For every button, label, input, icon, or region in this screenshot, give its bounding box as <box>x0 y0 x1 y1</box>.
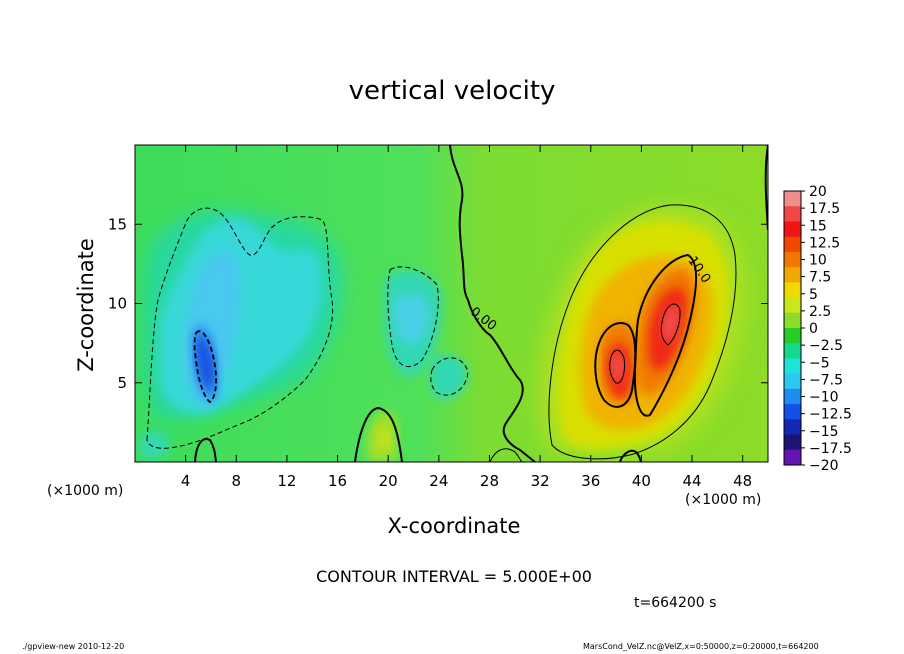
x-tick-label: 12 <box>277 472 296 490</box>
x-tick-label: 48 <box>733 472 752 490</box>
colorbar-tick-label: −2.5 <box>809 338 843 354</box>
colorbar-swatch <box>784 282 801 299</box>
minus5-contour-left <box>146 207 334 449</box>
x-unit-label-right: (×1000 m) <box>685 492 762 508</box>
zero-contour-bottom-mid <box>354 406 403 462</box>
zero-contour-bottom-left <box>194 438 217 462</box>
contour-lines <box>146 145 768 462</box>
time-label: t=664200 s <box>634 595 717 611</box>
colorbar-swatch <box>784 191 801 207</box>
colorbar-swatch <box>784 251 801 268</box>
colorbar-tick-label: −20 <box>809 458 839 474</box>
footer-right: MarsCond_VelZ.nc@VelZ,x=0:50000,z=0:2000… <box>583 642 819 651</box>
colorbar-tick-label: 0 <box>809 321 818 337</box>
colorbar-swatch <box>784 373 801 390</box>
colorbar-tick-label: −12.5 <box>809 407 852 423</box>
x-tick-label: 44 <box>682 472 701 490</box>
x-tick-label: 28 <box>480 472 499 490</box>
contour-interval-note: CONTOUR INTERVAL = 5.000E+00 <box>316 567 592 586</box>
colorbar-tick-label: −10 <box>809 390 839 406</box>
plus10-contour-core-1 <box>594 322 637 408</box>
colorbar-tick-label: 7.5 <box>809 270 831 286</box>
x-axis-label: X-coordinate <box>387 514 521 538</box>
x-tick-label: 8 <box>232 472 242 490</box>
colorbar-swatch <box>784 449 801 466</box>
minus15-contour-core <box>193 330 217 404</box>
colorbar-swatch <box>784 236 801 253</box>
x-tick-label: 20 <box>379 472 398 490</box>
x-tick-label: 32 <box>531 472 550 490</box>
colorbar-swatch <box>784 404 801 420</box>
colorbar-swatch <box>784 419 801 436</box>
bottom-edge-contours <box>489 448 523 462</box>
y-tick-label: 15 <box>108 215 127 233</box>
chart-title: vertical velocity <box>348 76 556 106</box>
colorbar-swatch <box>784 328 801 344</box>
x-tick-label: 36 <box>581 472 600 490</box>
filled-field <box>135 145 768 462</box>
plus5-contour <box>548 204 737 460</box>
colorbar-swatch <box>784 388 801 405</box>
plus15-contour-core-1 <box>609 349 625 384</box>
colorbar-tick-label: 20 <box>809 184 827 200</box>
x-tick-label: 24 <box>429 472 448 490</box>
plus10-contour-core-2 <box>633 253 698 417</box>
zero-contour-right <box>764 145 768 231</box>
colorbar-tick-label: 10 <box>809 253 827 269</box>
colorbar-tick-label: 17.5 <box>809 201 840 217</box>
colorbar-tick-label: 5 <box>809 287 818 303</box>
colorbar-swatch <box>784 206 801 222</box>
colorbar-swatch <box>784 343 801 359</box>
colorbar-tick-label: −17.5 <box>809 441 852 457</box>
minus5-contour-center <box>387 266 439 368</box>
x-unit-label-left: (×1000 m) <box>47 483 124 499</box>
x-tick-label: 16 <box>328 472 347 490</box>
y-tick-label: 10 <box>108 295 127 313</box>
zero-contour-main <box>449 145 536 462</box>
y-tick-label: 5 <box>117 374 127 392</box>
x-tick-label: 40 <box>632 472 651 490</box>
colorbar-tick-label: 15 <box>809 218 827 234</box>
colorbar-swatch <box>784 434 801 451</box>
colorbar-swatch <box>784 297 801 314</box>
colorbar-tick-label: 12.5 <box>809 235 840 251</box>
minus5-contour-small <box>430 357 469 396</box>
x-tick-label: 4 <box>181 472 191 490</box>
colorbar-swatch <box>784 221 801 238</box>
plus15-contour-core-2 <box>660 303 681 346</box>
colorbar-tick-label: −5 <box>809 355 830 371</box>
colorbar-swatch <box>784 358 801 375</box>
footer-left: ./gpview-new 2010-12-20 <box>22 642 125 651</box>
colorbar-tick-label: 2.5 <box>809 304 831 320</box>
colorbar-swatch <box>784 267 801 283</box>
colorbar-tick-label: −7.5 <box>809 372 843 388</box>
colorbar-swatch <box>784 312 801 329</box>
colorbar-tick-label: −15 <box>809 424 839 440</box>
